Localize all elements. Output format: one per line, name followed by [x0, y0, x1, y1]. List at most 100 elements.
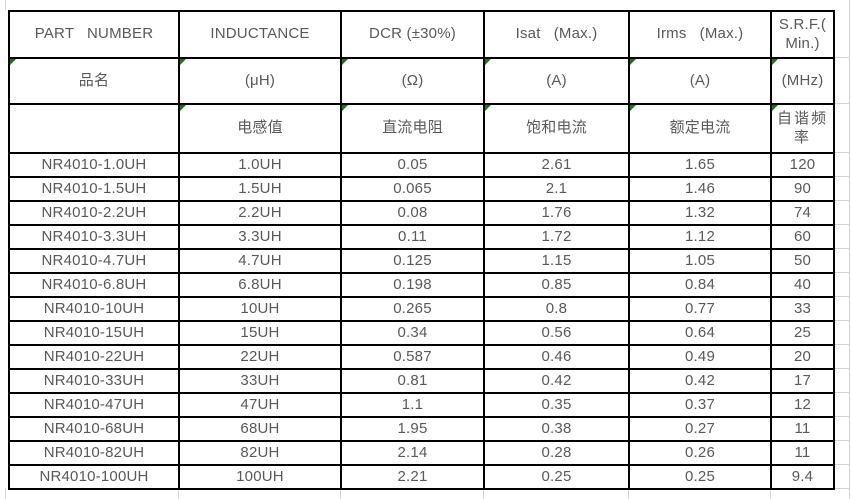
cell-inductance[interactable]: 47UH [178, 392, 342, 418]
cell-part-number[interactable]: NR4010-68UH [8, 416, 180, 442]
unit-cell-ohm[interactable]: (Ω) [340, 57, 485, 105]
cell-dcr[interactable]: 0.34 [340, 320, 485, 346]
header-cell-srf[interactable]: S.R.F.( Min.) [770, 10, 835, 59]
cell-part-number[interactable]: NR4010-100UH [8, 464, 180, 490]
cell-dcr[interactable]: 0.587 [340, 344, 485, 370]
cell-part-number[interactable]: NR4010-82UH [8, 440, 180, 466]
cell-inductance[interactable]: 10UH [178, 296, 342, 322]
cell-inductance[interactable]: 15UH [178, 320, 342, 346]
cn-cell-isat[interactable]: 饱和电流 [483, 103, 630, 154]
cell-part-number[interactable]: NR4010-33UH [8, 368, 180, 394]
cell-srf[interactable]: 17 [770, 368, 835, 394]
cell-part-number[interactable]: NR4010-2.2UH [8, 200, 180, 226]
cell-dcr[interactable]: 0.265 [340, 296, 485, 322]
cell-inductance[interactable]: 100UH [178, 464, 342, 490]
unit-cell-uh[interactable]: (μH) [178, 57, 342, 105]
header-cell-part-number[interactable]: PART NUMBER [8, 10, 180, 59]
cn-cell-dcr[interactable]: 直流电阻 [340, 103, 485, 154]
unit-cell-amp-isat[interactable]: (A) [483, 57, 630, 105]
cell-isat[interactable]: 0.35 [483, 392, 630, 418]
cell-srf[interactable]: 11 [770, 416, 835, 442]
cell-irms[interactable]: 0.25 [628, 464, 772, 490]
cell-irms[interactable]: 0.27 [628, 416, 772, 442]
cell-irms[interactable]: 0.42 [628, 368, 772, 394]
cell-irms[interactable]: 0.49 [628, 344, 772, 370]
header-cell-dcr[interactable]: DCR (±30%) [340, 10, 485, 59]
header-cell-irms[interactable]: Irms (Max.) [628, 10, 772, 59]
header-cell-isat[interactable]: Isat (Max.) [483, 10, 630, 59]
cell-part-number[interactable]: NR4010-4.7UH [8, 248, 180, 274]
cell-part-number[interactable]: NR4010-6.8UH [8, 272, 180, 298]
cell-inductance[interactable]: 1.0UH [178, 152, 342, 178]
cell-inductance[interactable]: 82UH [178, 440, 342, 466]
unit-cell-amp-irms[interactable]: (A) [628, 57, 772, 105]
cell-part-number[interactable]: NR4010-1.5UH [8, 176, 180, 202]
cell-inductance[interactable]: 68UH [178, 416, 342, 442]
cell-srf[interactable]: 60 [770, 224, 835, 250]
cell-irms[interactable]: 0.77 [628, 296, 772, 322]
cn-cell-srf[interactable]: 自谐频率 [770, 103, 835, 154]
cell-dcr[interactable]: 0.08 [340, 200, 485, 226]
cell-part-number[interactable]: NR4010-3.3UH [8, 224, 180, 250]
cell-irms[interactable]: 1.05 [628, 248, 772, 274]
cell-irms[interactable]: 0.84 [628, 272, 772, 298]
cell-irms[interactable]: 1.12 [628, 224, 772, 250]
cell-dcr[interactable]: 2.21 [340, 464, 485, 490]
cell-srf[interactable]: 40 [770, 272, 835, 298]
cell-isat[interactable]: 0.42 [483, 368, 630, 394]
cell-irms[interactable]: 1.46 [628, 176, 772, 202]
cell-srf[interactable]: 20 [770, 344, 835, 370]
cell-isat[interactable]: 1.76 [483, 200, 630, 226]
cell-inductance[interactable]: 1.5UH [178, 176, 342, 202]
cell-dcr[interactable]: 1.1 [340, 392, 485, 418]
cell-inductance[interactable]: 22UH [178, 344, 342, 370]
cell-inductance[interactable]: 33UH [178, 368, 342, 394]
cell-isat[interactable]: 0.8 [483, 296, 630, 322]
cell-isat[interactable]: 1.72 [483, 224, 630, 250]
cell-part-number[interactable]: NR4010-47UH [8, 392, 180, 418]
unit-cell-mhz[interactable]: (MHz) [770, 57, 835, 105]
cell-inductance[interactable]: 6.8UH [178, 272, 342, 298]
header-cell-inductance[interactable]: INDUCTANCE [178, 10, 342, 59]
cell-isat[interactable]: 0.85 [483, 272, 630, 298]
cell-isat[interactable]: 0.25 [483, 464, 630, 490]
cell-srf[interactable]: 33 [770, 296, 835, 322]
cell-dcr[interactable]: 0.11 [340, 224, 485, 250]
cell-isat[interactable]: 0.56 [483, 320, 630, 346]
cell-irms[interactable]: 0.37 [628, 392, 772, 418]
cell-isat[interactable]: 2.1 [483, 176, 630, 202]
cell-isat[interactable]: 0.38 [483, 416, 630, 442]
cell-isat[interactable]: 2.61 [483, 152, 630, 178]
cell-dcr[interactable]: 0.125 [340, 248, 485, 274]
cell-dcr[interactable]: 0.81 [340, 368, 485, 394]
cell-srf[interactable]: 12 [770, 392, 835, 418]
cell-part-number[interactable]: NR4010-15UH [8, 320, 180, 346]
cell-isat[interactable]: 1.15 [483, 248, 630, 274]
cell-isat[interactable]: 0.28 [483, 440, 630, 466]
cell-irms[interactable]: 0.64 [628, 320, 772, 346]
cell-dcr[interactable]: 0.198 [340, 272, 485, 298]
cell-srf[interactable]: 120 [770, 152, 835, 178]
cell-srf[interactable]: 50 [770, 248, 835, 274]
cell-isat[interactable]: 0.46 [483, 344, 630, 370]
cn-cell-irms[interactable]: 额定电流 [628, 103, 772, 154]
cell-inductance[interactable]: 2.2UH [178, 200, 342, 226]
cell-srf[interactable]: 90 [770, 176, 835, 202]
cell-srf[interactable]: 74 [770, 200, 835, 226]
cn-cell-empty[interactable] [8, 103, 180, 154]
cell-irms[interactable]: 0.26 [628, 440, 772, 466]
cell-irms[interactable]: 1.32 [628, 200, 772, 226]
unit-cell-part-name[interactable]: 品名 [8, 57, 180, 105]
cell-irms[interactable]: 1.65 [628, 152, 772, 178]
cn-cell-inductance[interactable]: 电感值 [178, 103, 342, 154]
cell-srf[interactable]: 11 [770, 440, 835, 466]
cell-part-number[interactable]: NR4010-1.0UH [8, 152, 180, 178]
cell-part-number[interactable]: NR4010-22UH [8, 344, 180, 370]
cell-inductance[interactable]: 4.7UH [178, 248, 342, 274]
cell-srf[interactable]: 25 [770, 320, 835, 346]
cell-part-number[interactable]: NR4010-10UH [8, 296, 180, 322]
cell-dcr[interactable]: 1.95 [340, 416, 485, 442]
cell-inductance[interactable]: 3.3UH [178, 224, 342, 250]
cell-dcr[interactable]: 0.065 [340, 176, 485, 202]
cell-srf[interactable]: 9.4 [770, 464, 835, 490]
